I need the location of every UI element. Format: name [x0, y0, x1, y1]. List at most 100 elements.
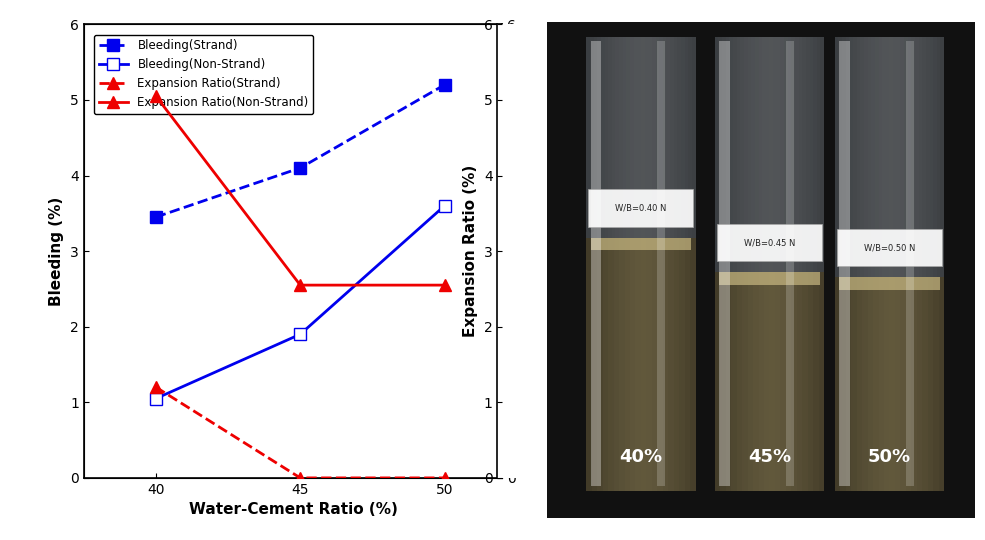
FancyBboxPatch shape — [717, 224, 821, 261]
Bar — [860, 37, 864, 491]
Bar — [590, 37, 594, 491]
Bar — [933, 278, 939, 491]
Bar — [633, 37, 637, 491]
Bar — [933, 37, 937, 491]
Bar — [644, 37, 648, 491]
Bar — [814, 273, 819, 491]
Bar — [659, 37, 663, 491]
Bar — [754, 273, 758, 491]
Bar — [690, 238, 695, 491]
Bar — [868, 278, 873, 491]
Bar — [840, 278, 846, 491]
Bar — [802, 273, 808, 491]
Bar — [719, 273, 820, 285]
Bar — [819, 273, 824, 491]
Bar — [786, 273, 791, 491]
Bar — [697, 37, 715, 491]
Bar — [674, 238, 680, 491]
Y-axis label: Expansion Ratio (%): Expansion Ratio (%) — [522, 165, 537, 337]
Bar — [780, 37, 784, 491]
Bar — [586, 37, 590, 491]
Bar — [608, 238, 614, 491]
Bar — [608, 37, 612, 491]
Bar — [601, 37, 605, 491]
Bar — [655, 37, 659, 491]
Bar — [733, 37, 737, 491]
Bar — [715, 273, 720, 491]
Bar — [612, 37, 616, 491]
Bar — [788, 37, 791, 491]
Bar — [904, 37, 907, 491]
Bar — [851, 278, 857, 491]
Bar — [896, 37, 900, 491]
Bar — [685, 37, 689, 491]
Bar — [648, 37, 652, 491]
Bar — [689, 37, 691, 491]
Text: 50%: 50% — [868, 448, 911, 466]
Bar — [842, 37, 846, 491]
Bar — [879, 37, 883, 491]
Bar — [911, 37, 915, 491]
Bar — [926, 37, 930, 491]
Bar — [900, 278, 906, 491]
Bar — [941, 37, 944, 491]
Bar — [685, 238, 690, 491]
Bar — [875, 37, 879, 491]
Bar — [879, 278, 884, 491]
Bar — [873, 278, 879, 491]
Bar — [719, 42, 730, 486]
Bar — [838, 37, 842, 491]
Bar — [775, 273, 780, 491]
Bar — [922, 278, 928, 491]
Bar — [928, 278, 933, 491]
Bar — [652, 238, 657, 491]
Bar — [742, 273, 748, 491]
Bar — [769, 273, 775, 491]
Bar — [630, 238, 635, 491]
Bar — [868, 37, 872, 491]
Bar — [886, 37, 889, 491]
Bar — [777, 37, 780, 491]
Bar — [853, 37, 857, 491]
Bar — [635, 238, 641, 491]
Bar — [814, 37, 817, 491]
Bar — [835, 37, 838, 491]
Text: 40%: 40% — [620, 448, 663, 466]
Bar — [786, 42, 794, 486]
Bar — [773, 37, 777, 491]
Text: W/B=0.45 N: W/B=0.45 N — [744, 238, 795, 247]
Bar — [808, 273, 814, 491]
Bar — [835, 37, 944, 278]
Bar — [907, 37, 911, 491]
Bar — [889, 278, 895, 491]
Bar — [624, 238, 630, 491]
Bar — [680, 238, 685, 491]
Bar — [849, 37, 853, 491]
Bar — [784, 37, 788, 491]
Bar — [657, 238, 663, 491]
Bar — [620, 37, 623, 491]
Bar — [594, 37, 597, 491]
Text: 45%: 45% — [748, 448, 791, 466]
Y-axis label: Expansion Ratio (%): Expansion Ratio (%) — [463, 165, 478, 337]
Bar — [737, 273, 742, 491]
Bar — [605, 37, 608, 491]
Bar — [646, 238, 652, 491]
Bar — [758, 37, 762, 491]
Bar — [762, 37, 766, 491]
Bar — [730, 37, 733, 491]
Bar — [872, 37, 875, 491]
Bar — [641, 37, 644, 491]
Bar — [630, 37, 633, 491]
Bar — [731, 273, 737, 491]
Bar — [917, 278, 922, 491]
Bar — [569, 37, 586, 491]
Bar — [586, 238, 592, 491]
Bar — [718, 37, 722, 491]
Bar — [797, 273, 802, 491]
Legend: Bleeding(Strand), Bleeding(Non-Strand), Expansion Ratio(Strand), Expansion Ratio: Bleeding(Strand), Bleeding(Non-Strand), … — [94, 35, 313, 114]
Bar — [766, 37, 769, 491]
Bar — [691, 37, 695, 491]
Text: W/B=0.50 N: W/B=0.50 N — [864, 243, 915, 252]
Bar — [810, 37, 814, 491]
